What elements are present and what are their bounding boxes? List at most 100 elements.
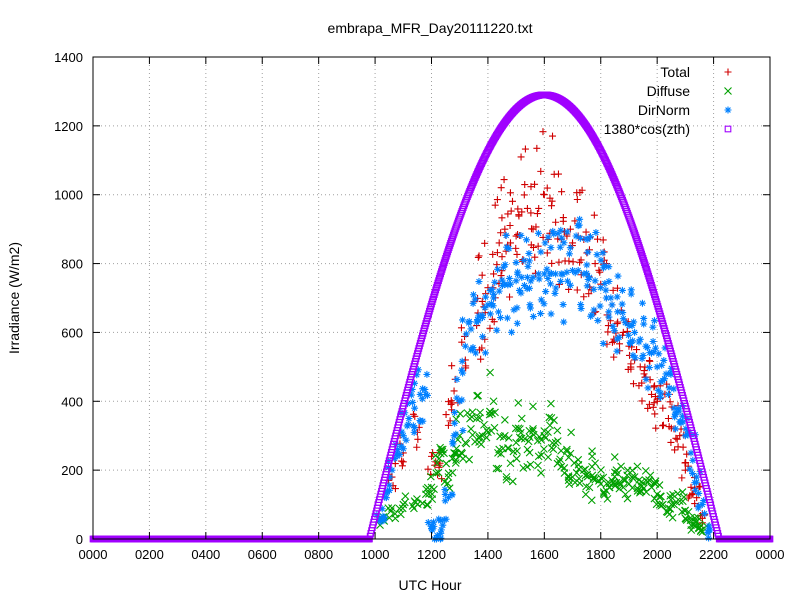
series-point (591, 277, 599, 285)
series-point (683, 414, 691, 422)
series-point (693, 473, 701, 481)
series-point (672, 409, 680, 417)
series-point (492, 464, 501, 473)
series-point (451, 419, 459, 427)
series-point (544, 453, 553, 462)
series-point (495, 287, 503, 295)
series-point (490, 290, 498, 298)
series-point (508, 328, 516, 336)
series-point (426, 472, 435, 481)
x-tick-label: 2200 (699, 547, 728, 562)
series-point (572, 232, 580, 240)
series-point (398, 504, 407, 513)
series-point (502, 231, 510, 239)
series-point (642, 263, 650, 271)
series-point (559, 214, 567, 222)
series-point (584, 275, 592, 283)
series-point (667, 370, 675, 378)
series-point (540, 190, 548, 198)
series-point (691, 479, 699, 487)
series-point (615, 484, 624, 493)
y-tick-label: 800 (61, 257, 83, 272)
series-point (531, 253, 539, 261)
legend-marker (724, 68, 732, 76)
series-point (631, 354, 639, 362)
series-point (640, 257, 648, 264)
series-point (686, 465, 694, 473)
series-point (410, 379, 418, 387)
series-point (405, 415, 413, 422)
series-point (441, 490, 449, 498)
series-point (510, 306, 518, 314)
series-point (458, 357, 466, 365)
series-point (382, 494, 390, 502)
series-point (678, 488, 687, 496)
series-point (704, 529, 712, 537)
series-point (655, 500, 664, 509)
series-point (597, 284, 605, 292)
series-point (481, 304, 489, 312)
series-point (501, 280, 509, 288)
series-point (613, 293, 621, 301)
series-point (659, 421, 667, 429)
series-point (682, 515, 690, 523)
series-point (588, 462, 596, 471)
series-point (566, 244, 574, 252)
y-axis-label: Irradiance (W/m2) (6, 242, 22, 354)
series-point (445, 244, 453, 251)
series-point (391, 455, 399, 463)
series-point (437, 517, 445, 525)
series-point (399, 458, 407, 466)
series-point (600, 490, 609, 499)
series-point (696, 527, 705, 536)
series-point (596, 268, 604, 276)
series-point (557, 226, 565, 234)
series-point (525, 433, 534, 442)
series-point (670, 404, 678, 412)
series-point (576, 215, 584, 223)
series-point (657, 501, 666, 510)
series-point (497, 449, 505, 458)
series-point (553, 426, 562, 435)
grid-lines (93, 57, 770, 539)
series-point (452, 415, 461, 424)
series-point (468, 345, 476, 353)
series-point (388, 466, 396, 474)
series-point (627, 363, 635, 371)
series-point (411, 412, 419, 420)
series-point (689, 456, 697, 464)
series-point (573, 286, 581, 294)
series-point (491, 278, 499, 286)
series-point (411, 498, 420, 507)
series-point (610, 472, 619, 481)
series-point (441, 486, 449, 494)
series-point (490, 270, 498, 278)
series-point (535, 204, 543, 212)
y-tick-label: 600 (61, 325, 83, 340)
series-point (384, 464, 392, 472)
series-point (604, 322, 612, 330)
y-tick-label: 0 (76, 532, 83, 547)
series-point (619, 315, 627, 323)
series-point (546, 421, 554, 430)
series-point (451, 459, 460, 467)
series-point (573, 195, 581, 203)
series-point (506, 280, 514, 288)
series-point (526, 304, 534, 312)
series-point (508, 197, 516, 205)
series-point (525, 426, 534, 435)
series-point (655, 493, 664, 502)
series-point (687, 526, 696, 534)
series-point (684, 431, 692, 439)
series-point (418, 499, 427, 508)
series-point (552, 284, 560, 292)
series-point (442, 459, 451, 468)
series-point (652, 344, 659, 352)
series-point (661, 344, 669, 352)
series-point (444, 494, 452, 502)
series-point (527, 209, 535, 217)
series-point (550, 170, 558, 178)
series-point (430, 485, 438, 494)
series-point (523, 273, 531, 281)
